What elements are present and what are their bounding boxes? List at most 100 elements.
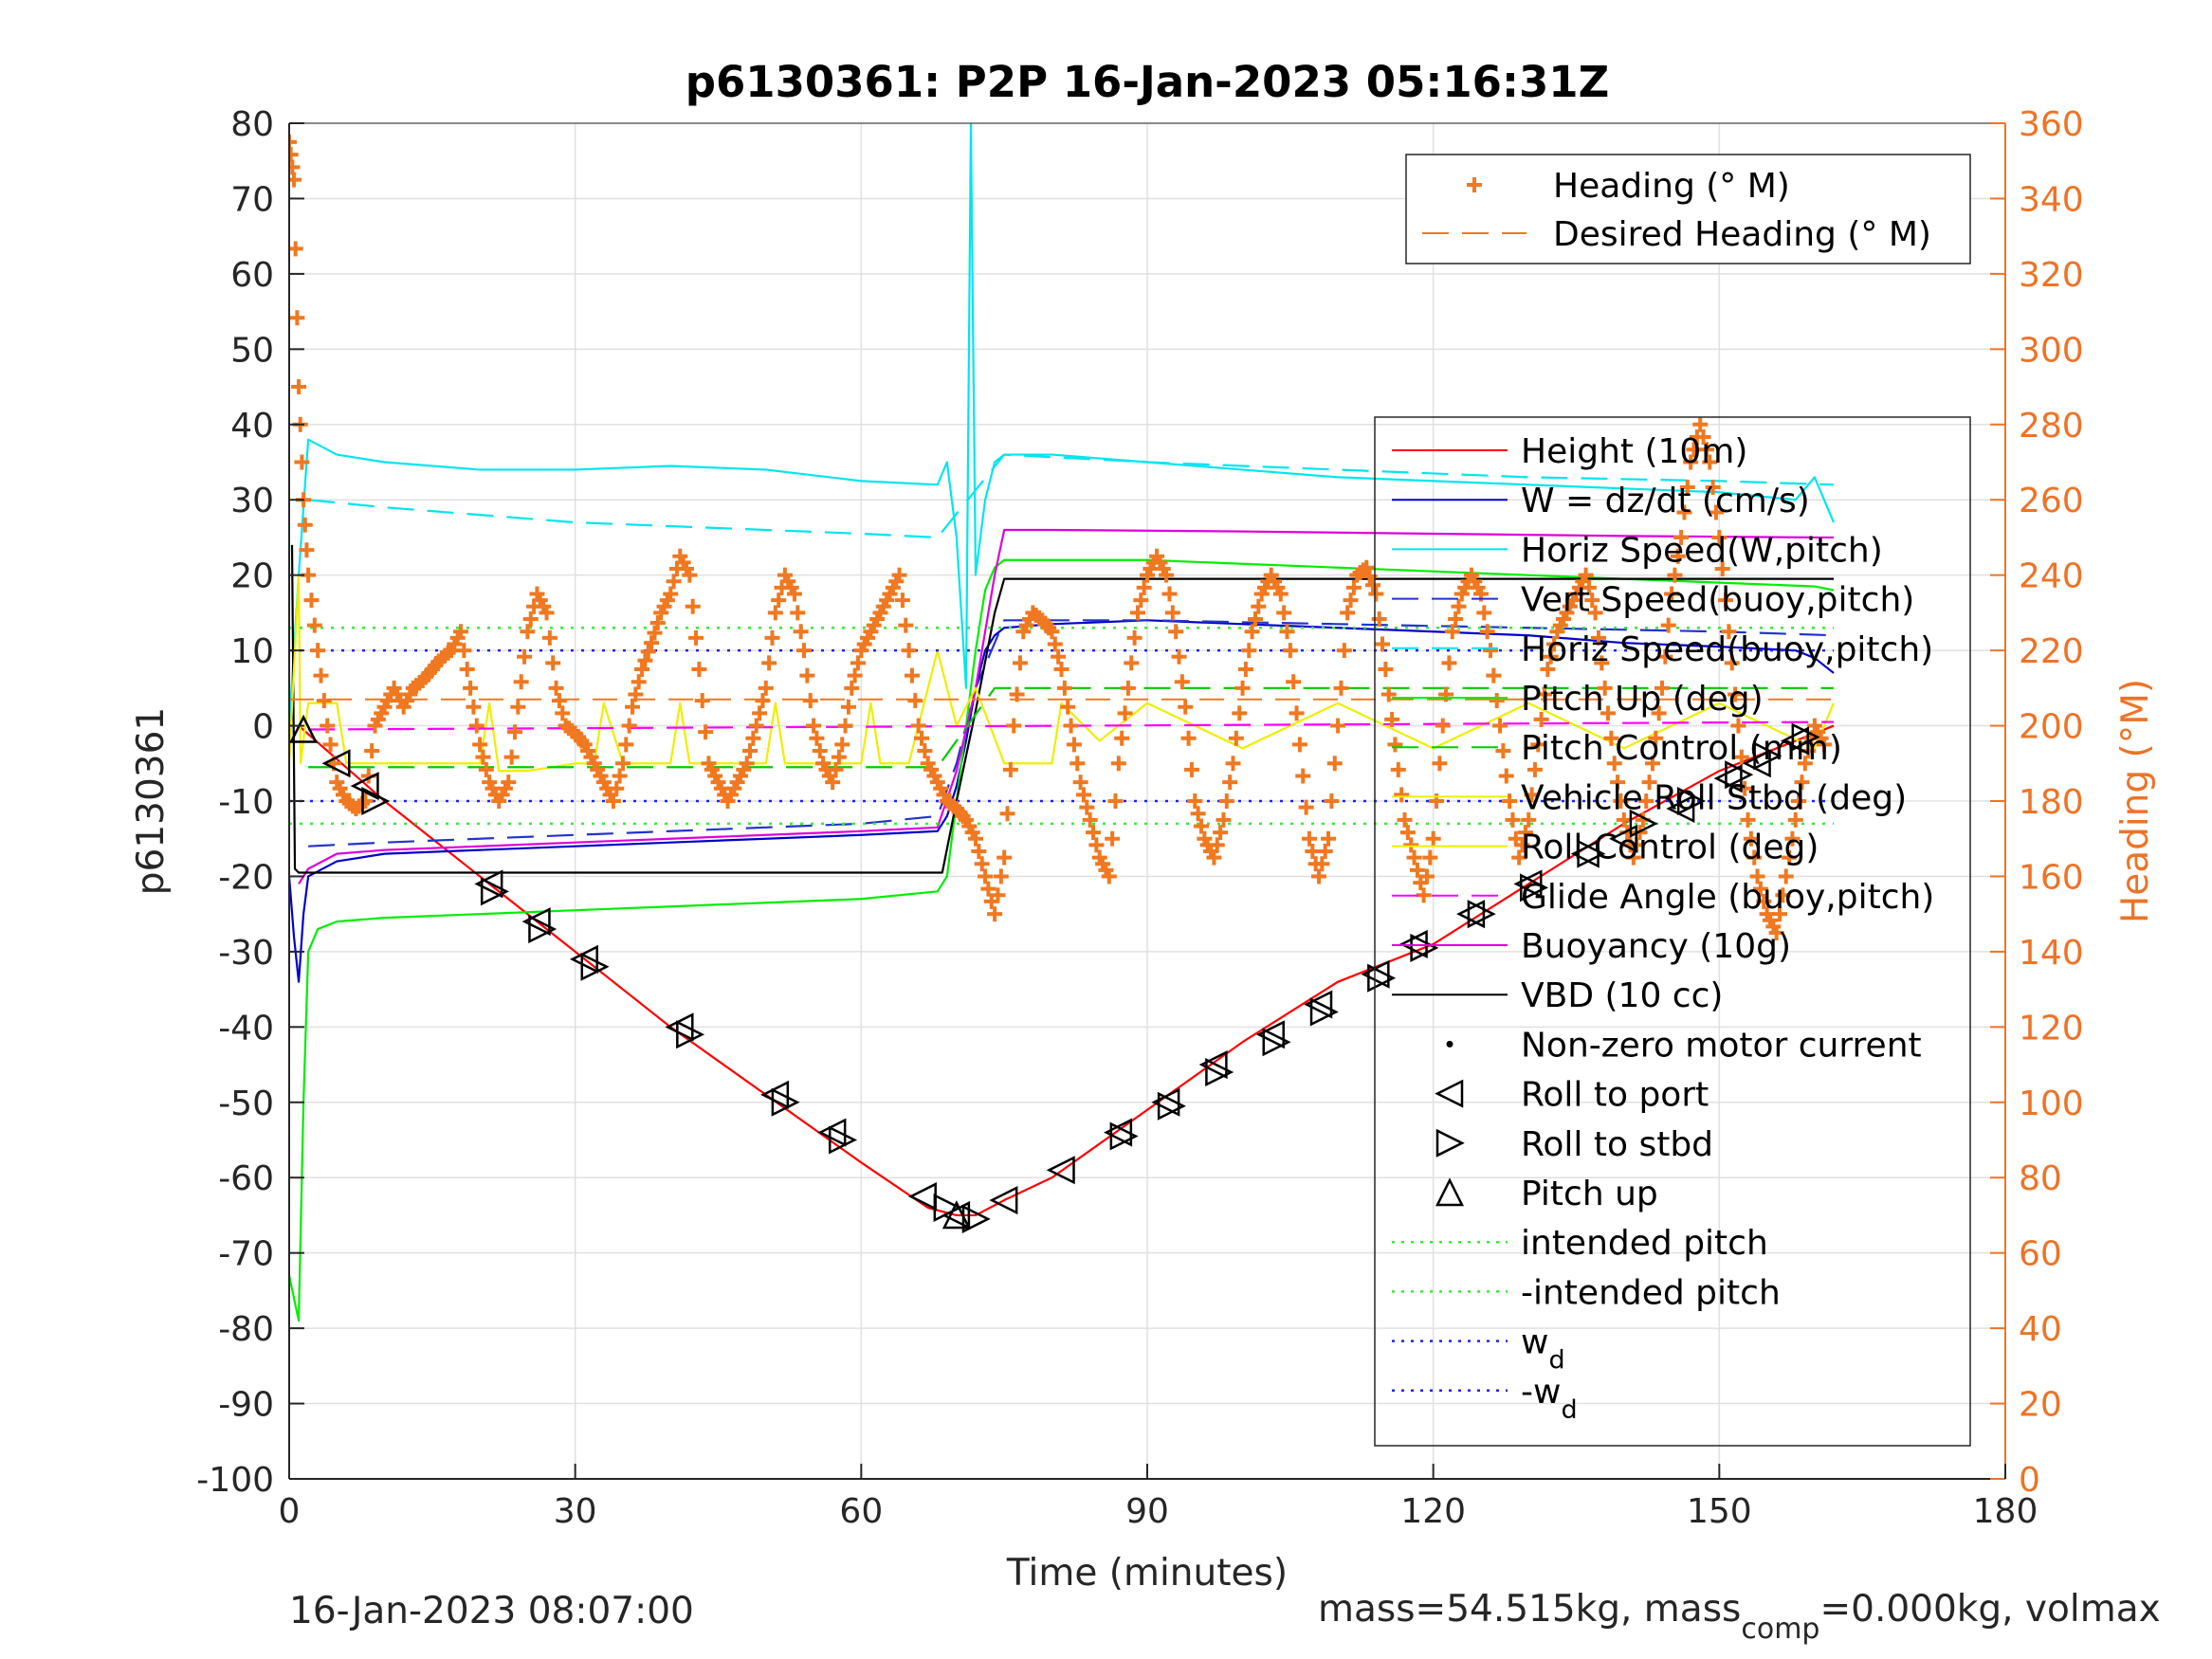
legend-label: Glide Angle (buoy,pitch) [1521, 878, 1934, 917]
y-right-tick-label: 260 [2019, 482, 2084, 520]
series-line [308, 686, 1834, 769]
heading-point [1797, 756, 1813, 772]
roll-to-stbd-marker [933, 1193, 962, 1223]
heading-point [790, 605, 806, 621]
heading-point [1063, 718, 1079, 734]
heading-point [796, 643, 812, 659]
heading-point [1368, 586, 1384, 602]
heading-point [974, 856, 990, 872]
heading-point [1289, 705, 1305, 721]
y-right-axis-label: Heading (°M) [2114, 679, 2157, 923]
heading-point [1708, 504, 1724, 520]
heading-point [1390, 761, 1406, 777]
roll-to-port-marker [989, 1186, 1018, 1215]
heading-point [1228, 730, 1244, 746]
heading-point [1698, 442, 1714, 458]
heading-point [971, 843, 987, 859]
heading-point [1053, 661, 1069, 677]
heading-point [1756, 893, 1772, 909]
y-right-tick-label: 140 [2019, 934, 2084, 973]
y-right-tick-label: 340 [2019, 180, 2084, 219]
heading-point [1129, 605, 1145, 621]
heading-point [1171, 648, 1187, 665]
pitch-up-marker [289, 714, 319, 743]
heading-point [1514, 837, 1530, 853]
heading-point [551, 693, 567, 709]
heading-point [294, 454, 310, 470]
heading-point [793, 624, 809, 640]
heading-point [1651, 705, 1667, 721]
legend-label: Vert Speed(buoy,pitch) [1521, 581, 1914, 620]
heading-point [1511, 849, 1527, 866]
heading-point [1082, 811, 1098, 828]
y-right-tick-label: 360 [2019, 105, 2084, 144]
roll-to-port-marker [1104, 1118, 1133, 1147]
legend-swatch [1435, 1079, 1464, 1108]
heading-point [1044, 624, 1060, 640]
y-tick-label: 0 [252, 708, 274, 747]
heading-point [1178, 699, 1194, 715]
heading-point [466, 699, 482, 715]
legend-main-box [1374, 416, 1971, 1447]
heading-point [506, 724, 522, 740]
heading-point [1120, 680, 1136, 696]
roll-to-stbd-marker [1367, 963, 1397, 993]
y-tick-labels: 80 70 60 50 40 30 20 10 0 -10 -20 -30 -40 -50 -60 -70 -8… [196, 105, 274, 1500]
heading-point [614, 756, 631, 772]
heading-point [1492, 718, 1508, 734]
heading-point [666, 574, 682, 590]
heading-point [1660, 617, 1676, 633]
y-right-tick-label: 280 [2019, 407, 2084, 446]
heading-point [1409, 862, 1425, 878]
y-tick-label: 10 [230, 632, 274, 671]
heading-point [1069, 756, 1086, 772]
heading-point [837, 718, 853, 734]
heading-point [1174, 674, 1190, 690]
heading-point [631, 674, 647, 690]
y-right-tick-label: 40 [2019, 1310, 2062, 1349]
heading-point [1772, 906, 1788, 922]
heading-point [1670, 548, 1686, 564]
heading-point [1416, 887, 1432, 903]
roll-to-port-marker [569, 944, 598, 974]
heading-point [649, 614, 666, 630]
heading-point [1375, 636, 1391, 652]
heading-point [1101, 868, 1117, 884]
heading-point [907, 693, 923, 709]
heading-point [289, 310, 305, 326]
heading-point [1740, 811, 1756, 828]
heading-point [685, 598, 701, 614]
heading-point [1787, 811, 1803, 828]
heading-point [891, 567, 907, 583]
heading-point [1724, 655, 1740, 671]
heading-point [628, 686, 644, 702]
series-line [289, 558, 1835, 1322]
y-tick-label: 40 [230, 407, 274, 446]
heading-point [968, 830, 983, 847]
heading-point [1272, 586, 1289, 602]
heading-point [694, 693, 710, 709]
heading-point [806, 718, 822, 734]
heading-point [468, 718, 484, 734]
roll-to-stbd-marker [361, 786, 391, 816]
heading-point [1006, 718, 1022, 734]
heading-point [1380, 686, 1397, 702]
heading-point [914, 730, 930, 746]
legend-label: -wd [1521, 1373, 1578, 1425]
y-right-tick-label: 80 [2019, 1159, 2062, 1198]
heading-point [1505, 811, 1521, 828]
heading-point [1728, 686, 1744, 702]
heading-point [1086, 825, 1102, 841]
heading-point [1667, 567, 1683, 583]
y-right-tick-label: 200 [2019, 708, 2084, 747]
heading-point [609, 780, 625, 796]
heading-point [1587, 605, 1603, 621]
heading-point [644, 635, 660, 651]
heading-point [809, 730, 825, 746]
heading-point [1752, 881, 1768, 897]
heading-point [1279, 624, 1295, 640]
heading-point [825, 775, 841, 791]
heading-point [1216, 811, 1232, 828]
y-tick-label: 30 [230, 482, 274, 520]
footer-mass-part1: mass=54.515kg, mass [1318, 1588, 1741, 1631]
